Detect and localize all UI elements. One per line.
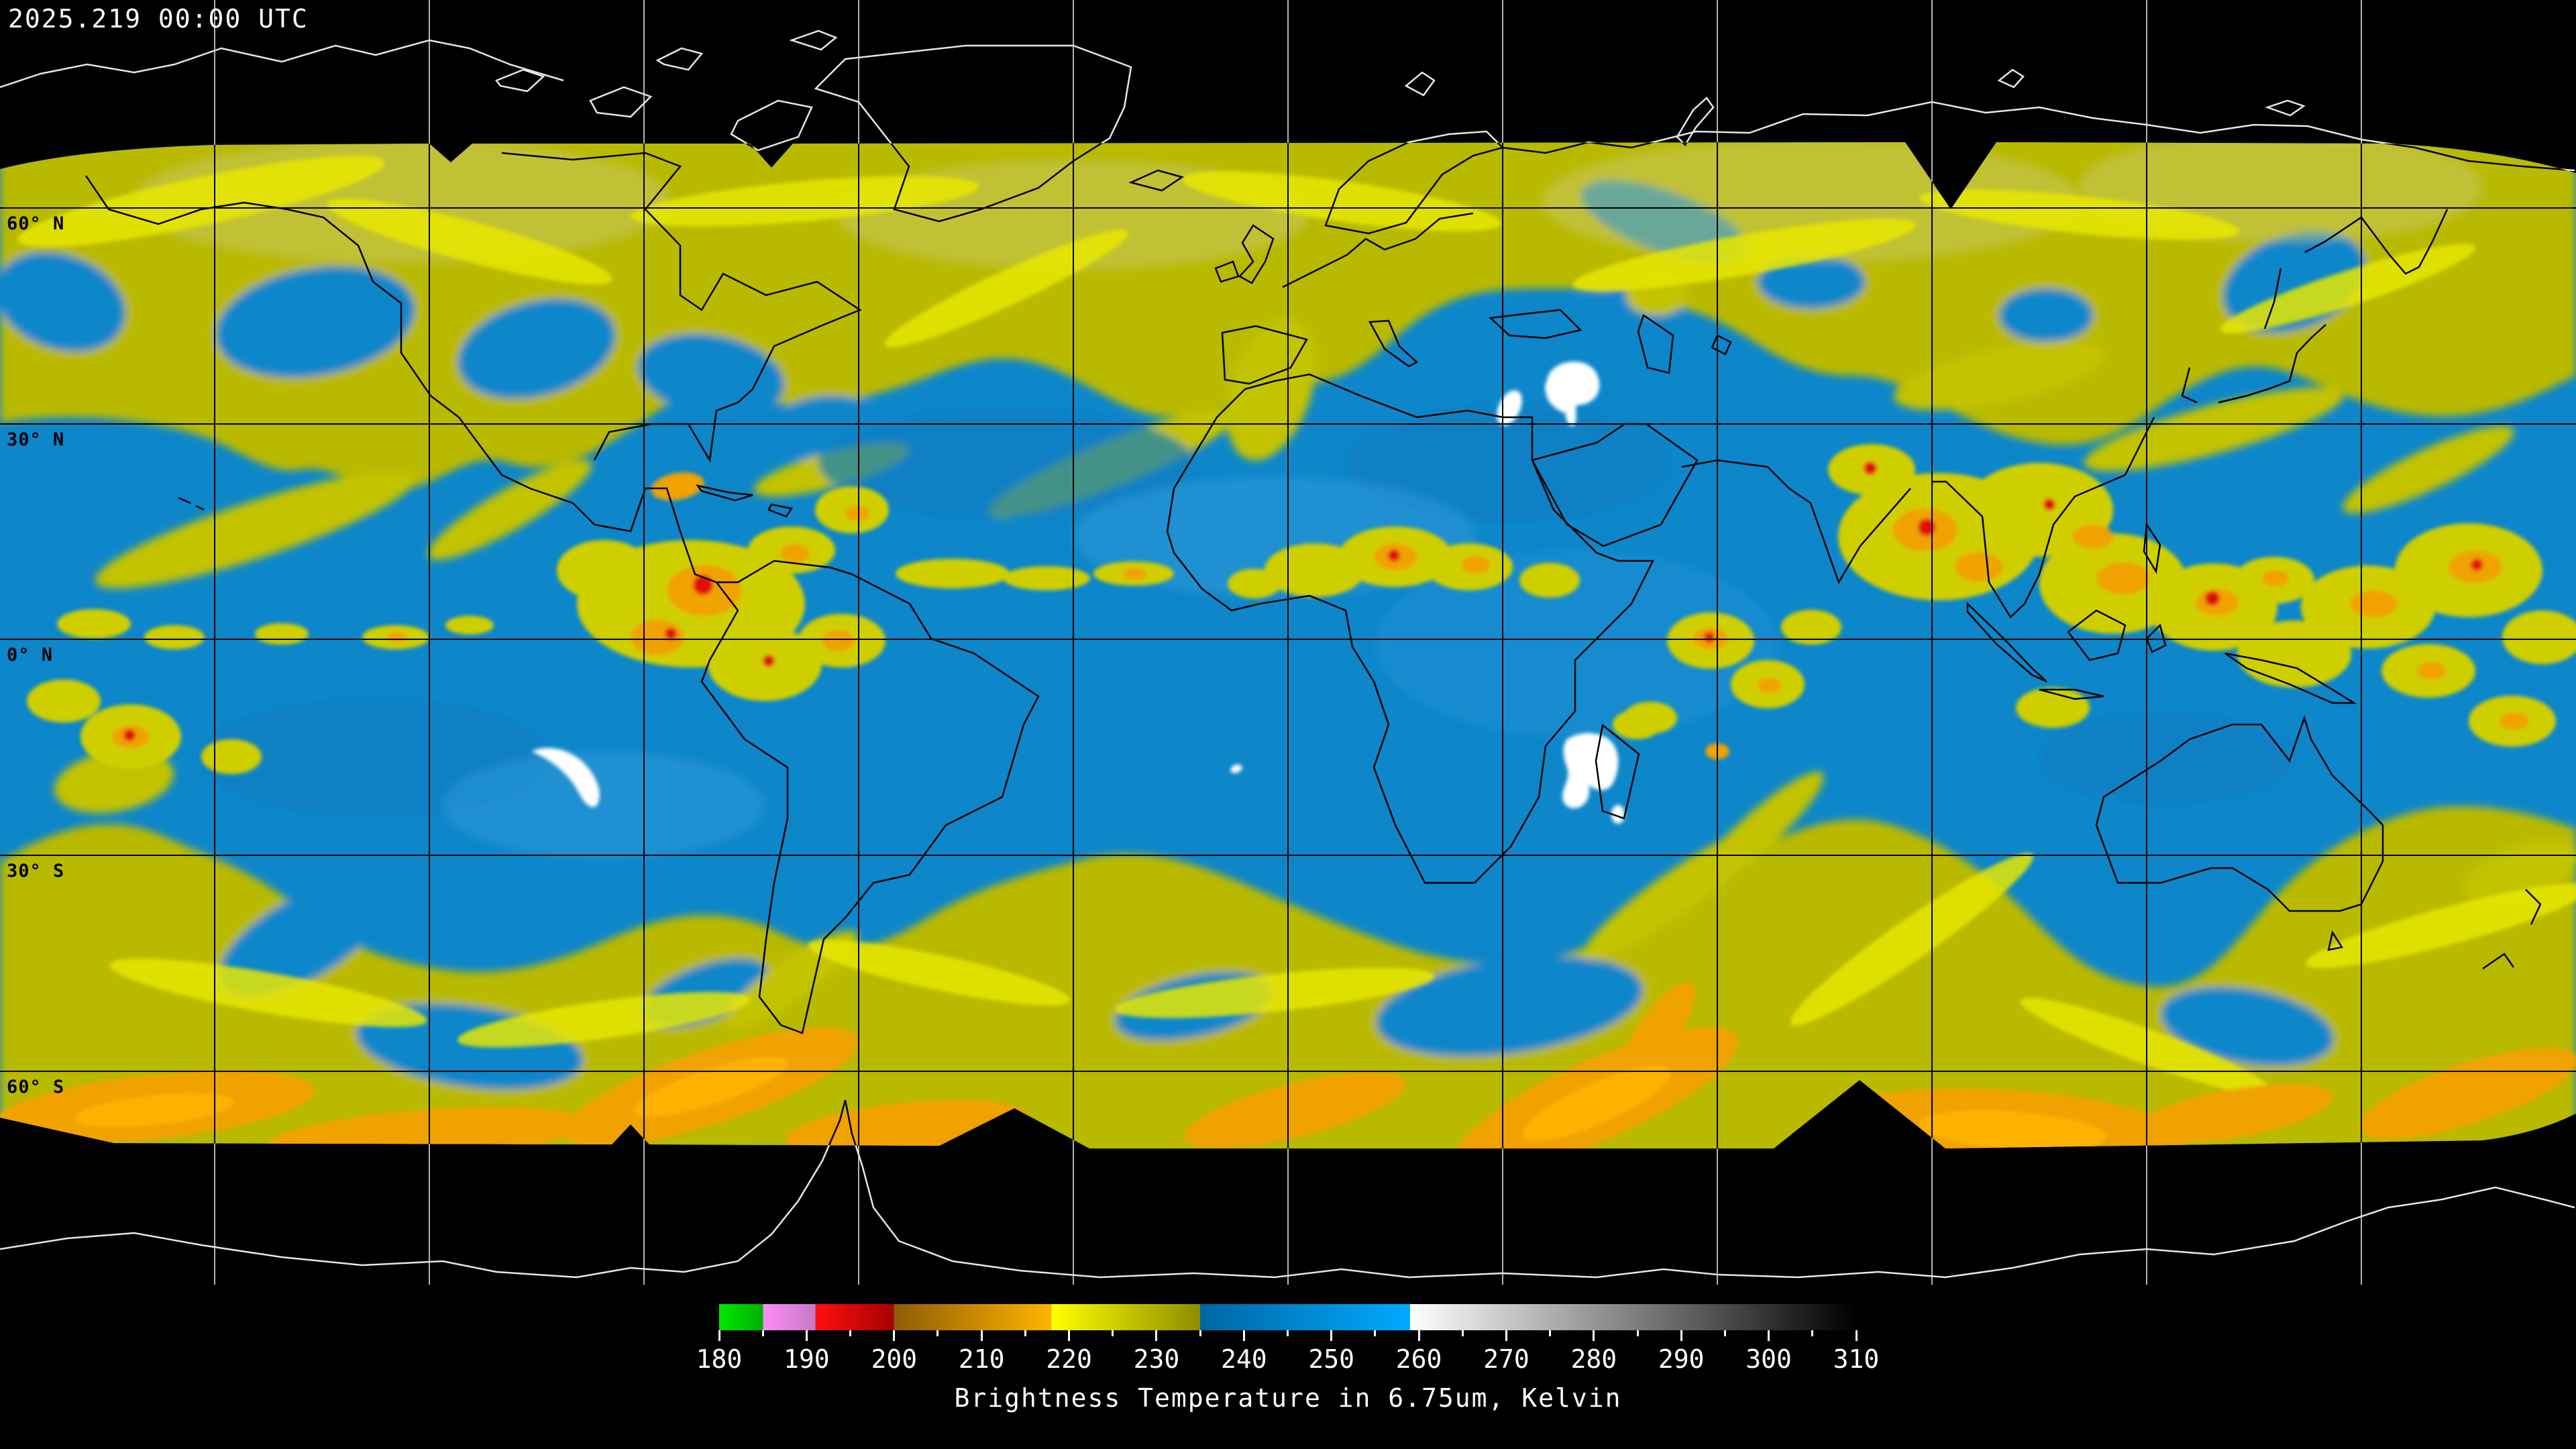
colorbar-tick-label: 210 — [958, 1344, 1005, 1374]
colorbar-tick-label: 230 — [1133, 1344, 1180, 1374]
lat-label-0n: 0° N — [7, 645, 54, 665]
colorbar-major-tick — [1505, 1330, 1507, 1341]
lat-label-30n: 30° N — [7, 429, 65, 450]
colorbar-major-tick — [1855, 1330, 1858, 1341]
lat-label-30s: 30° S — [7, 861, 65, 881]
colorbar-tick-label: 240 — [1220, 1344, 1267, 1374]
colorbar-tick-label: 180 — [696, 1344, 743, 1374]
colorbar-tick-label: 280 — [1570, 1344, 1617, 1374]
colorbar-minor-tick — [1024, 1330, 1026, 1336]
colorbar-tick-label: 270 — [1483, 1344, 1529, 1374]
colorbar-minor-tick — [1112, 1330, 1114, 1336]
colorbar-major-tick — [1068, 1330, 1071, 1341]
colorbar-minor-tick — [1374, 1330, 1377, 1336]
colorbar-minor-tick — [1549, 1330, 1552, 1336]
colorbar-tick-label: 290 — [1658, 1344, 1705, 1374]
lat-label-60s: 60° S — [7, 1077, 65, 1097]
colorbar-major-tick — [1242, 1330, 1245, 1341]
colorbar-major-tick — [980, 1330, 983, 1341]
colorbar-major-tick — [1768, 1330, 1770, 1341]
colorbar-minor-tick — [1811, 1330, 1814, 1336]
colorbar-major-tick — [805, 1330, 808, 1341]
colorbar-minor-tick — [1461, 1330, 1464, 1336]
colorbar-tick-label: 300 — [1746, 1344, 1792, 1374]
colorbar-major-tick — [1593, 1330, 1595, 1341]
colorbar-tick-label: 220 — [1046, 1344, 1092, 1374]
colorbar-major-tick — [1680, 1330, 1682, 1341]
colorbar-minor-tick — [761, 1330, 764, 1336]
colorbar-minor-tick — [1287, 1330, 1289, 1336]
colorbar-major-tick — [718, 1330, 720, 1341]
colorbar-minor-tick — [1199, 1330, 1201, 1336]
map-data-region — [0, 142, 2576, 1148]
colorbar-minor-tick — [1723, 1330, 1726, 1336]
colorbar-minor-tick — [1636, 1330, 1639, 1336]
colorbar-minor-tick — [849, 1330, 852, 1336]
colorbar-bar — [719, 1304, 1856, 1330]
colorbar-minor-tick — [936, 1330, 939, 1336]
colorbar-title: Brightness Temperature in 6.75um, Kelvin — [954, 1383, 1622, 1413]
colorbar-major-tick — [893, 1330, 896, 1341]
colorbar-major-tick — [1155, 1330, 1158, 1341]
colorbar-tick-label: 310 — [1833, 1344, 1880, 1374]
colorbar-major-tick — [1417, 1330, 1420, 1341]
colorbar-major-tick — [1330, 1330, 1333, 1341]
colorbar-tick-label: 260 — [1395, 1344, 1442, 1374]
lat-label-60n: 60° N — [7, 213, 65, 234]
timestamp: 2025.219 00:00 UTC — [8, 4, 309, 34]
colorbar-tick-label: 200 — [871, 1344, 918, 1374]
map-grid-inside — [0, 142, 2576, 1148]
colorbar-tick-label: 250 — [1308, 1344, 1354, 1374]
colorbar-tick-label: 190 — [784, 1344, 830, 1374]
